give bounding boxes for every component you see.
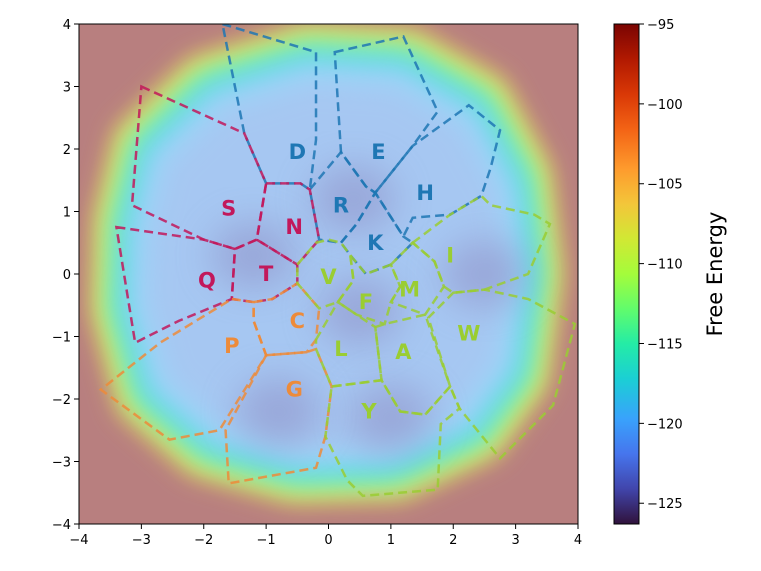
colorbar-label: Free Energy — [703, 212, 727, 337]
y-tick-label-0: −4 — [52, 518, 71, 533]
x-tick-label-7: 3 — [511, 533, 519, 548]
x-tick-label-2: −2 — [194, 533, 213, 548]
x-tick-label-6: 2 — [449, 533, 457, 548]
region-label-q: Q — [198, 268, 216, 292]
x-tick-label-5: 1 — [387, 533, 395, 548]
region-label-l: L — [334, 337, 347, 361]
region-label-p: P — [224, 334, 239, 358]
region-label-i: I — [446, 243, 454, 267]
region-label-w: W — [457, 321, 480, 345]
y-axis: −4 −3 −2 −1 0 1 2 3 4 — [52, 18, 79, 533]
colorbar-tick-label-0: −95 — [647, 18, 674, 33]
colorbar-tick-label-4: −115 — [647, 337, 683, 352]
energy-minima — [211, 165, 527, 452]
colorbar: −95 −100 −105 −110 −115 −120 −125 Free Energy — [613, 18, 727, 525]
region-boundary-0 — [221, 24, 318, 192]
colorbar-gradient — [613, 23, 640, 525]
x-tick-label-3: −1 — [257, 533, 276, 548]
x-axis: −4 −3 −2 −1 0 1 2 3 4 — [69, 524, 582, 548]
region-label-s: S — [221, 196, 236, 220]
region-label-k: K — [367, 231, 384, 255]
colorbar-tick-label-2: −105 — [647, 178, 683, 193]
colorbar-tick-label-1: −100 — [647, 98, 683, 113]
region-label-n: N — [285, 215, 303, 239]
region-label-t: T — [259, 262, 274, 286]
y-tick-label-7: 3 — [63, 81, 71, 96]
region-label-v: V — [320, 265, 337, 289]
region-label-e: E — [371, 140, 385, 164]
region-boundary-12 — [296, 238, 355, 310]
y-tick-label-2: −2 — [52, 393, 71, 408]
colorbar-tick-label-6: −125 — [647, 497, 683, 512]
y-tick-label-5: 1 — [63, 206, 71, 221]
energy-minimum-0 — [317, 277, 402, 346]
energy-minimum-5 — [236, 377, 321, 446]
plot-area: D E R H K S N Q T P C G VF M I W L A Y — [79, 24, 578, 524]
region-boundary-19 — [324, 378, 462, 498]
field-contour-4 — [148, 84, 507, 448]
region-boundary-13 — [336, 251, 402, 326]
energy-minimum-1 — [442, 240, 527, 308]
region-label-f: F — [359, 290, 373, 314]
region-boundaries — [98, 24, 577, 498]
region-label-r: R — [333, 193, 349, 217]
x-tick-label-8: 4 — [574, 533, 582, 548]
y-tick-label-4: 0 — [63, 268, 71, 283]
region-label-g: G — [286, 378, 303, 402]
y-tick-label-6: 2 — [63, 143, 71, 158]
x-tick-label-4: 0 — [324, 533, 332, 548]
region-labels: D E R H K S N Q T P C G VF M I W L A Y — [198, 140, 480, 423]
colorbar-tick-label-3: −110 — [647, 258, 683, 273]
x-tick-label-1: −3 — [132, 533, 151, 548]
region-boundary-15 — [410, 194, 552, 295]
energy-minimum-3 — [311, 165, 396, 233]
y-tick-label-8: 4 — [63, 18, 71, 33]
energy-field — [91, 24, 563, 503]
colorbar-tick-label-5: −120 — [647, 417, 683, 432]
region-label-d: D — [289, 140, 306, 164]
x-tick-label-0: −4 — [69, 533, 88, 548]
colorbar-ticks: −95 −100 −105 −110 −115 −120 −125 — [639, 18, 683, 512]
region-label-y: Y — [360, 400, 377, 424]
region-label-a: A — [395, 340, 412, 364]
region-label-h: H — [416, 181, 434, 205]
region-label-m: M — [399, 278, 420, 302]
energy-minimum-4 — [348, 383, 433, 452]
y-tick-label-1: −3 — [52, 456, 71, 471]
y-tick-label-3: −1 — [52, 331, 71, 346]
region-boundary-6 — [255, 182, 321, 267]
region-label-c: C — [290, 309, 305, 333]
